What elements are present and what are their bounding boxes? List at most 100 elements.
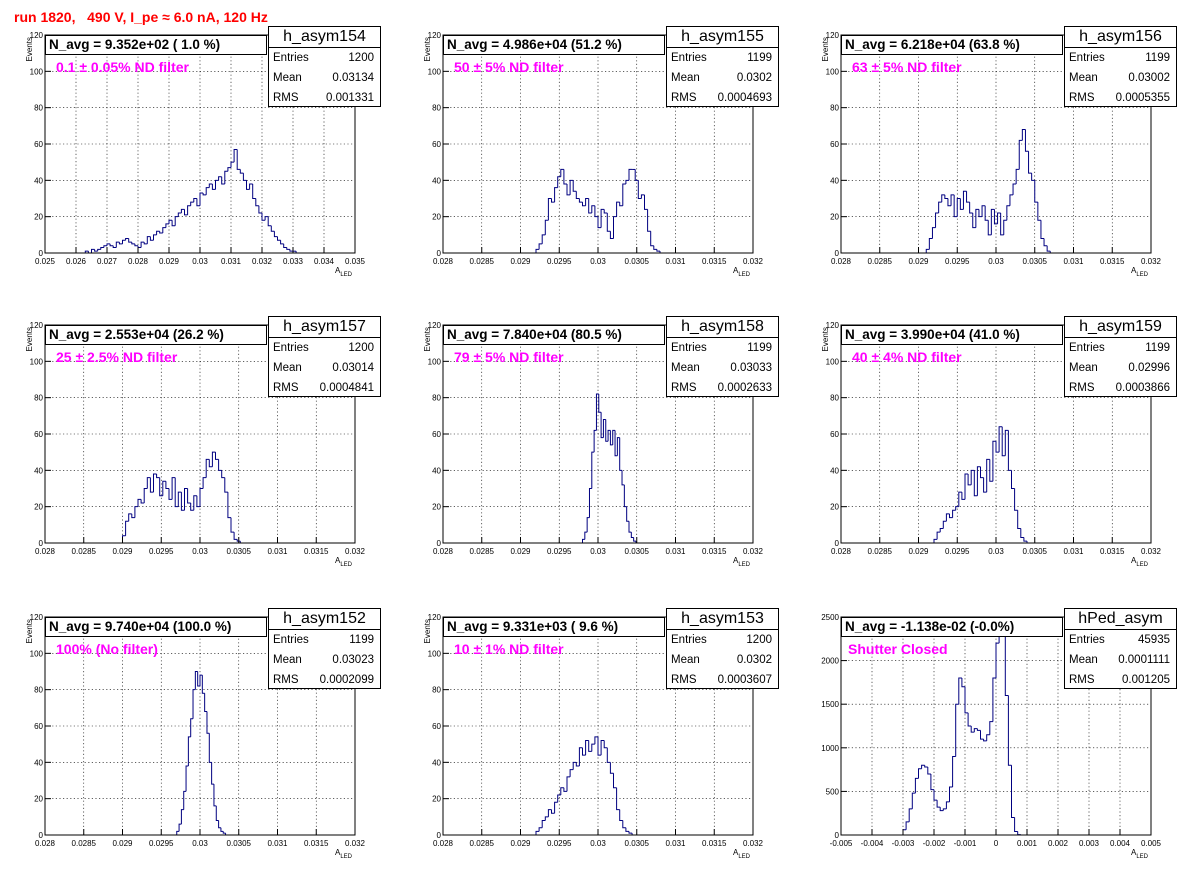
- histogram-bin: [283, 243, 287, 249]
- x-tick-label: 0.029: [908, 547, 929, 556]
- histogram-bin: [959, 198, 964, 210]
- histogram-bin: [208, 183, 213, 188]
- histogram-bin: [656, 249, 660, 252]
- y-tick-label: 120: [30, 31, 44, 40]
- x-tick-label: 0.0305: [227, 547, 252, 556]
- y-tick-label: 120: [428, 321, 442, 330]
- x-tick-label: 0.0315: [702, 839, 727, 848]
- x-tick-label: 0.029: [510, 547, 531, 556]
- histogram-bin: [600, 208, 605, 228]
- histogram-bin: [204, 693, 207, 712]
- stats-label: Mean: [671, 362, 700, 374]
- histogram-bin: [149, 236, 154, 241]
- histogram-bin: [925, 248, 930, 253]
- histogram-bins: [535, 168, 661, 253]
- histogram-panel: 0.028 0.0285 0.029 0.0295 0.03 0.0305 0.031 0.0…: [0, 582, 398, 872]
- y-axis-title: Events: [423, 327, 432, 351]
- histogram-bin: [554, 187, 558, 203]
- histogram-bin: [614, 430, 618, 457]
- stats-value: 45935: [1138, 634, 1170, 646]
- y-tick-label: 80: [432, 104, 441, 113]
- y-tick-label: 0: [835, 539, 840, 548]
- histogram-bin: [602, 418, 606, 438]
- stats-label: Entries: [1069, 342, 1105, 354]
- y-tick-label: 100: [30, 357, 44, 366]
- y-axis-title: Events: [25, 619, 34, 643]
- histogram-bins: [925, 128, 1051, 253]
- filter-annotation: 10 ± 1% ND filter: [454, 641, 564, 657]
- y-tick-label: 40: [432, 466, 441, 475]
- histogram-bin: [956, 198, 961, 217]
- histogram-bin: [1017, 510, 1021, 529]
- x-tick-label: 0.0295: [547, 257, 572, 266]
- histogram-bin: [619, 809, 623, 821]
- x-tick-label: 0.0305: [625, 257, 650, 266]
- x-tick-label: 0.028: [831, 257, 852, 266]
- x-axis-title: ALED: [335, 556, 353, 568]
- histogram-name: h_asym157: [269, 317, 380, 338]
- stats-label: Mean: [273, 362, 302, 374]
- y-tick-label: 20: [34, 503, 43, 512]
- histogram-bin: [233, 532, 238, 540]
- histogram-bin: [905, 821, 910, 830]
- histogram-bin: [607, 429, 611, 442]
- y-axis-title: Events: [25, 37, 34, 61]
- histogram-bin: [582, 747, 586, 756]
- histogram-bin: [952, 509, 956, 518]
- histogram-bin: [131, 513, 135, 519]
- stats-label: Mean: [273, 654, 302, 666]
- histogram-bin: [1043, 238, 1048, 247]
- y-tick-label: 20: [432, 503, 441, 512]
- x-tick-label: 0.035: [345, 257, 366, 266]
- stats-value: 1199: [349, 634, 374, 646]
- stats-row-mean: Mean 0.0302: [667, 68, 778, 88]
- histogram-bin: [273, 231, 278, 238]
- histogram-bin: [197, 671, 200, 687]
- x-tick-label: 0.0315: [304, 839, 329, 848]
- stats-row-mean: Mean 0.02996: [1065, 358, 1176, 378]
- histogram-bin: [944, 194, 948, 199]
- y-tick-label: 40: [830, 176, 839, 185]
- stats-row-mean: Mean 0.0302: [667, 650, 778, 670]
- histogram-bin: [628, 831, 633, 834]
- histogram-bin: [134, 506, 138, 518]
- histogram-bin: [619, 202, 623, 207]
- histogram-bin: [551, 809, 555, 814]
- histogram-bin: [193, 495, 197, 511]
- histogram-bin: [609, 430, 613, 446]
- histogram-bin: [921, 764, 925, 769]
- y-tick-label: 40: [432, 176, 441, 185]
- histogram-bin: [538, 243, 543, 250]
- histogram-bin: [140, 241, 145, 248]
- histogram-bin: [183, 790, 187, 810]
- histogram-bin: [1015, 168, 1020, 184]
- histogram-bin: [637, 180, 642, 199]
- histogram-bin: [983, 477, 987, 493]
- x-tick-label: 0.0315: [1100, 257, 1125, 266]
- y-tick-label: 100: [428, 67, 442, 76]
- histogram-bins: [933, 426, 1028, 543]
- histogram-bin: [970, 469, 975, 485]
- stats-value: 1200: [348, 52, 374, 64]
- x-tick-label: 0.028: [433, 547, 454, 556]
- x-tick-label: 0.0305: [1023, 547, 1048, 556]
- histogram-bin: [255, 198, 259, 207]
- histogram-bin: [981, 205, 986, 217]
- histogram-bin: [103, 245, 107, 248]
- histogram-bin: [224, 170, 228, 184]
- histogram-bin: [187, 205, 191, 215]
- histogram-bin: [973, 470, 978, 497]
- y-tick-label: 20: [830, 213, 839, 222]
- histogram-bin: [211, 762, 214, 785]
- histogram-bin: [544, 219, 549, 235]
- histogram-bin: [1017, 831, 1021, 836]
- histogram-bin: [606, 747, 611, 763]
- histogram-bin: [267, 216, 272, 227]
- histogram-bin: [544, 816, 549, 821]
- stats-row-mean: Mean 0.03134: [269, 68, 380, 88]
- run-title: run 1820, 490 V, I_pe ≈ 6.0 nA, 120 Hz: [14, 9, 268, 25]
- histogram-bin: [976, 466, 981, 496]
- stats-label: Mean: [1069, 362, 1098, 374]
- stats-value: 0.03033: [730, 362, 772, 374]
- stats-box: h_asym156 Entries 1199 Mean 0.03002 RMS 0.0005…: [1064, 26, 1177, 107]
